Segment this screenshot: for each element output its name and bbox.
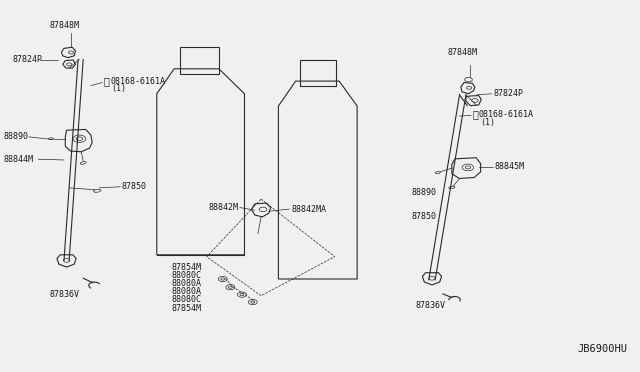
Text: 88842MA: 88842MA <box>291 205 326 214</box>
Text: 88890: 88890 <box>412 188 436 197</box>
Text: 87836V: 87836V <box>49 290 79 299</box>
Text: 08168-6161A: 08168-6161A <box>479 110 534 119</box>
Text: 87854M: 87854M <box>172 263 202 272</box>
Text: 87850: 87850 <box>412 212 436 221</box>
Text: 08168-6161A: 08168-6161A <box>110 77 165 86</box>
Text: 88080C: 88080C <box>172 295 202 304</box>
Text: JB6900HU: JB6900HU <box>577 344 627 354</box>
Text: 88844M: 88844M <box>3 155 33 164</box>
Text: Ⓑ: Ⓑ <box>104 76 109 86</box>
Text: 88080C: 88080C <box>172 271 202 280</box>
Text: 87848M: 87848M <box>448 48 477 57</box>
Text: 87836V: 87836V <box>415 301 445 310</box>
Text: Ⓑ: Ⓑ <box>472 110 478 119</box>
Text: 87824P: 87824P <box>13 55 43 64</box>
Text: (1): (1) <box>111 84 126 93</box>
Text: (1): (1) <box>480 118 495 126</box>
Text: 87850: 87850 <box>122 182 147 191</box>
Text: 87854M: 87854M <box>172 304 202 312</box>
Text: 88080A: 88080A <box>172 287 202 296</box>
Text: 87824P: 87824P <box>493 89 524 98</box>
Text: 88845M: 88845M <box>494 162 524 171</box>
Text: 87848M: 87848M <box>49 21 79 30</box>
Text: 88080A: 88080A <box>172 279 202 288</box>
Text: 88890: 88890 <box>3 132 28 141</box>
Text: 88842M: 88842M <box>208 203 238 212</box>
